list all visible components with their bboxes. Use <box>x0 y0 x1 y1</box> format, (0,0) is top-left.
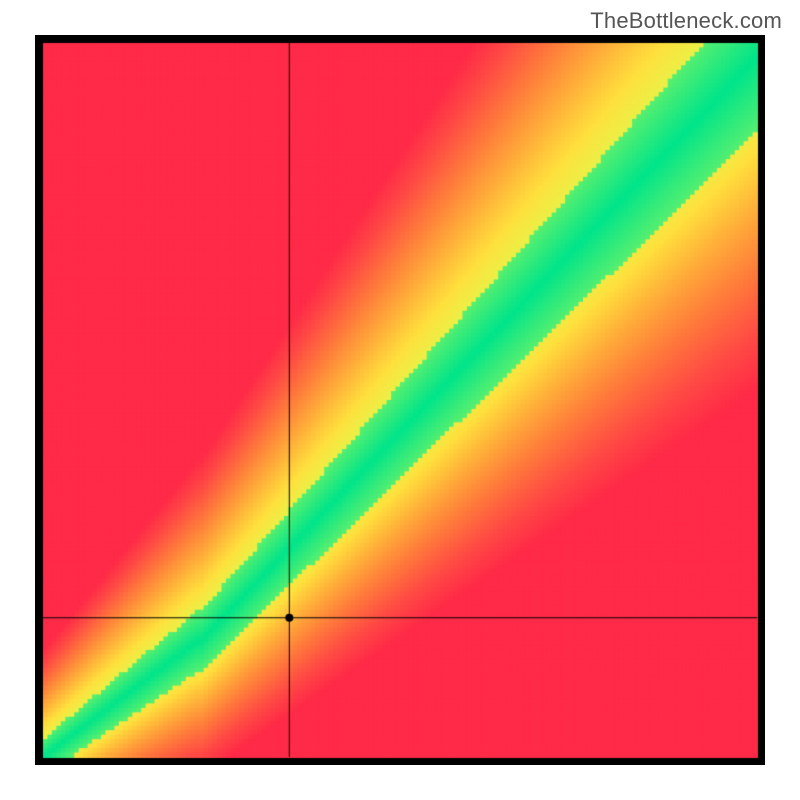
bottleneck-heatmap <box>35 35 765 765</box>
chart-container: TheBottleneck.com <box>0 0 800 800</box>
watermark-text: TheBottleneck.com <box>590 8 782 34</box>
plot-border <box>35 35 765 765</box>
